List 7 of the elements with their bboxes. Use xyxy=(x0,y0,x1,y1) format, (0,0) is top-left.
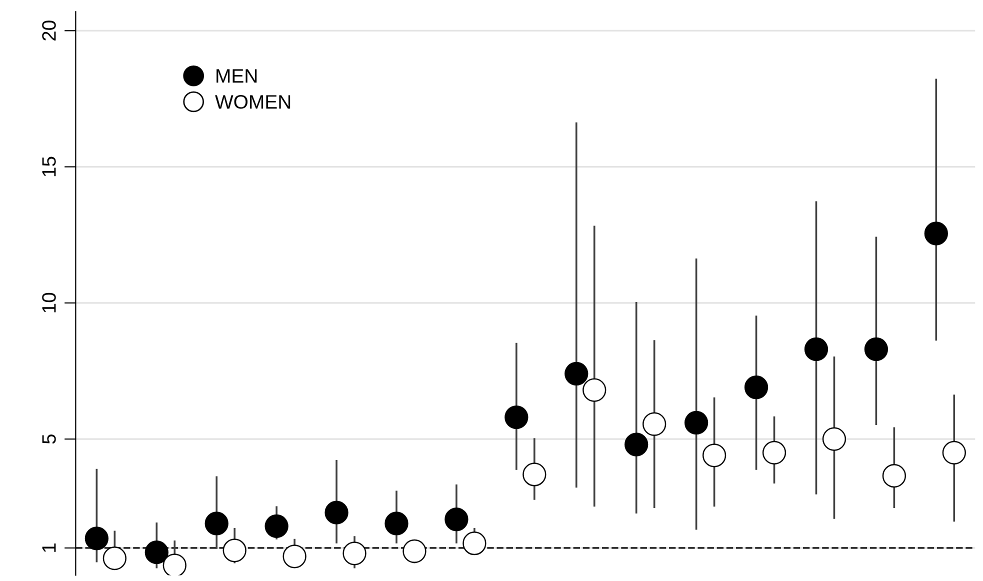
y-tick-label: 10 xyxy=(42,292,56,312)
y-tick-label: 5 xyxy=(42,434,56,444)
y-tick-label: 15 xyxy=(42,156,56,176)
y-tick-label: 1 xyxy=(42,544,56,552)
legend-label: MEN xyxy=(216,69,257,83)
y-tick-label: 20 xyxy=(42,20,56,41)
legend-label: WOMEN xyxy=(215,94,290,109)
